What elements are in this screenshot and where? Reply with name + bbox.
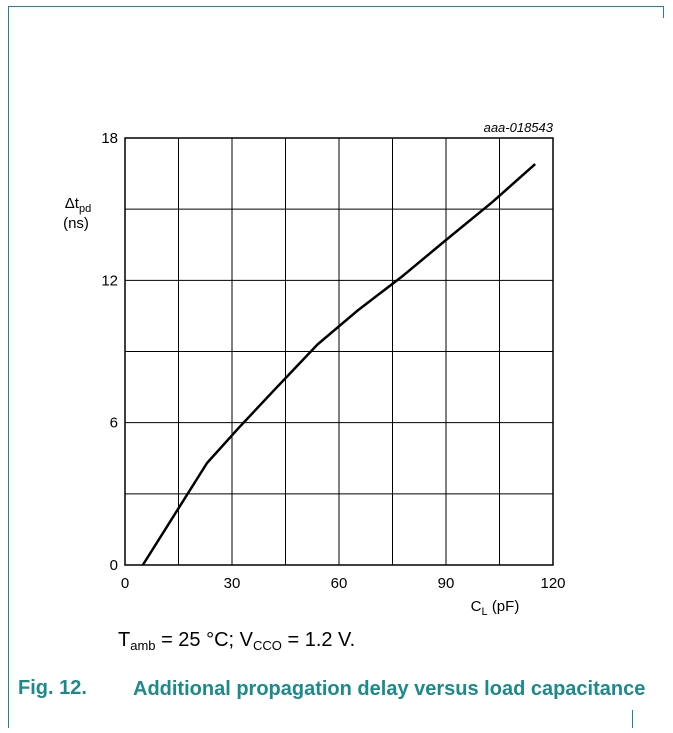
x-tick-label: 60 bbox=[331, 575, 348, 592]
x-tick-label: 30 bbox=[224, 575, 241, 592]
chart-grid bbox=[125, 138, 553, 565]
figure-id: aaa-018543 bbox=[484, 120, 554, 135]
x-tick-label: 90 bbox=[438, 575, 455, 592]
frame-top-border bbox=[8, 6, 663, 7]
test-condition: Tamb = 25 °C; VCCO = 1.2 V. bbox=[118, 629, 356, 653]
y-tick-label: 6 bbox=[110, 415, 118, 432]
plot-border bbox=[124, 137, 554, 566]
y-tick-label: 0 bbox=[110, 557, 118, 574]
y-tick-label: 18 bbox=[101, 130, 118, 147]
x-tick-label: 0 bbox=[121, 575, 129, 592]
x-tick-label: 120 bbox=[540, 575, 565, 592]
tick-labels: 0 30 60 90 120 0 6 12 18 bbox=[101, 130, 565, 592]
frame-left-border bbox=[8, 6, 9, 728]
figure-title: Additional propagation delay versus load… bbox=[133, 678, 646, 700]
figure-number: Fig. 12. bbox=[18, 677, 87, 699]
y-axis-unit: (ns) bbox=[63, 215, 89, 232]
y-tick-label: 12 bbox=[101, 272, 118, 289]
x-axis-label: CL (pF) bbox=[471, 598, 520, 618]
series-line bbox=[141, 163, 536, 566]
frame-bottom-tick bbox=[632, 710, 633, 728]
frame-right-tick bbox=[663, 6, 664, 18]
y-axis-label: Δtpd bbox=[65, 195, 91, 215]
